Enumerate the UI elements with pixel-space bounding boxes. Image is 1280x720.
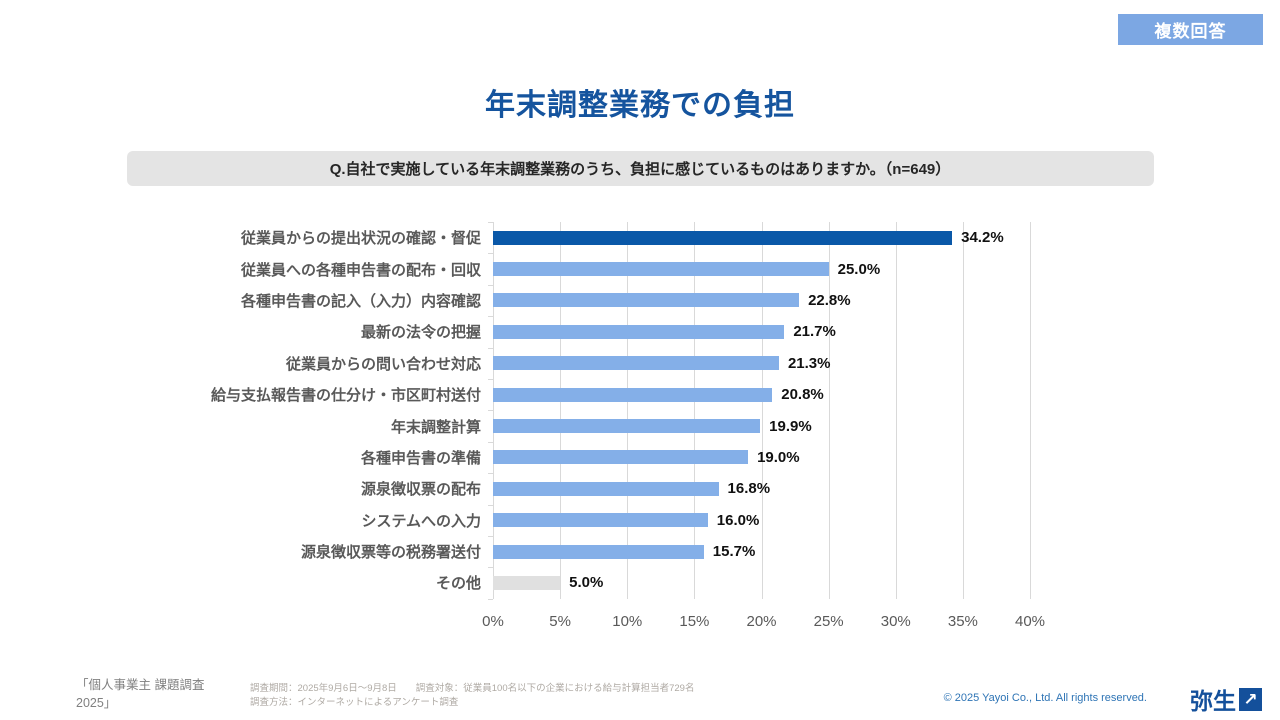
copyright-text: © 2025 Yayoi Co., Ltd. All rights reserv… — [943, 692, 1147, 704]
category-axis-tick — [488, 598, 493, 600]
survey-details-line1: 調査期間：2025年9月6日～9月8日 調査対象：従業員100名以下の企業におけ… — [250, 683, 695, 694]
gridline — [560, 222, 562, 599]
survey-source: 「個人事業主 課題調査 2025」 — [76, 678, 205, 711]
category-axis-tick — [488, 504, 493, 506]
footer: 「個人事業主 課題調査 2025」 調査期間：2025年9月6日～9月8日 調査… — [0, 666, 1280, 720]
bars: 34.2% 25.0% 22.8% 21.7% 21.3% 20.8% 19.9% 19.0%… — [493, 222, 1030, 599]
bar-row: 25.0% — [493, 253, 1030, 284]
category-labels: 従業員からの提出状況の確認・督促 従業員への各種申告書の配布・回収 各種申告書の記入… — [78, 222, 481, 599]
question-bar: Q.自社で実施している年末調整業務のうち、負担に感じているものはありますか。（n… — [126, 151, 1154, 186]
value-label: 21.3% — [787, 354, 831, 372]
category-label: 年末調整計算 — [390, 418, 481, 436]
bar — [493, 356, 779, 371]
category-label: 源泉徴収票の配布 — [360, 481, 481, 499]
bar — [493, 419, 761, 434]
value-label: 22.8% — [808, 291, 851, 309]
category-axis-tick — [488, 316, 493, 318]
gridline — [962, 222, 964, 599]
bar-row: 21.7% — [493, 316, 1030, 347]
multiple-answer-badge: 複数回答 — [1118, 14, 1263, 45]
category-label: 従業員からの提出状況の確認・督促 — [240, 230, 481, 248]
category-label: 各種申告書の記入（入力）内容確認 — [240, 292, 481, 310]
category-axis-tick — [488, 347, 493, 349]
gridline — [1030, 222, 1031, 599]
survey-details-line2: 調査方法：インターネットによるアンケート調査 — [250, 697, 459, 709]
category-axis-tick — [488, 536, 493, 537]
gridline — [493, 222, 494, 599]
x-axis-tick-label: 40% — [1014, 612, 1046, 630]
bar — [493, 387, 773, 402]
value-label: 15.7% — [712, 543, 756, 561]
value-label: 5.0% — [569, 574, 604, 592]
x-axis-tick-label: 10% — [612, 612, 643, 630]
x-axis-tick-label: 20% — [746, 612, 777, 630]
value-label: 16.0% — [716, 511, 760, 529]
gridline — [761, 222, 763, 599]
category-label: 各種申告書の準備 — [360, 449, 481, 467]
x-axis-tick-label: 25% — [813, 612, 844, 630]
category-label: 給与支払報告書の仕分け・市区町村送付 — [210, 387, 481, 405]
bar-row: 34.2% — [493, 222, 1030, 253]
bar — [493, 513, 708, 528]
category-label: 従業員への各種申告書の配布・回収 — [240, 261, 481, 279]
category-label: 従業員からの問い合わせ対応 — [285, 355, 481, 373]
value-label: 16.8% — [727, 480, 771, 498]
x-axis-tick-label: 30% — [880, 612, 911, 630]
category-label: 源泉徴収票等の税務署送付 — [300, 544, 481, 562]
gridline — [694, 222, 696, 599]
category-axis-tick — [488, 410, 493, 412]
bar-row: 15.7% — [493, 536, 1030, 567]
category-axis-tick — [488, 284, 493, 286]
bar-row: 16.0% — [493, 505, 1030, 536]
yayoi-logo-text: 弥生 — [1190, 688, 1236, 714]
category-axis-tick — [488, 567, 493, 569]
category-label: その他 — [435, 575, 481, 593]
category-axis-tick — [488, 441, 493, 443]
category-axis-tick — [488, 253, 493, 255]
category-axis-tick — [488, 222, 493, 223]
value-label: 19.9% — [769, 417, 812, 435]
value-label: 19.0% — [757, 448, 800, 466]
horizontal-bar-chart: 従業員からの提出状況の確認・督促 従業員への各種申告書の配布・回収 各種申告書の記入… — [78, 222, 1045, 641]
yayoi-arrow-icon: ↗ — [1239, 687, 1262, 711]
category-axis-tick — [488, 473, 493, 475]
bar-row: 22.8% — [493, 285, 1030, 316]
bar — [493, 544, 704, 559]
bar-row: 19.9% — [493, 410, 1030, 441]
x-axis: 0% 5% 10% 15% 20% 25% 30% 35% 40% — [482, 612, 1045, 641]
bar — [493, 324, 785, 339]
bar-row: 16.8% — [493, 473, 1030, 504]
bar — [493, 481, 719, 496]
page-title: 年末調整業務での負担 — [485, 89, 795, 122]
x-axis-tick-label: 0% — [482, 612, 504, 630]
bar-row: 5.0% — [493, 567, 1030, 598]
bar — [493, 230, 953, 245]
value-label: 34.2% — [961, 229, 1004, 247]
yayoi-logo: 弥生 ↗ — [1190, 682, 1262, 716]
category-label: システムへの入力 — [361, 512, 481, 530]
bar — [493, 450, 749, 465]
gridline — [627, 222, 629, 599]
bar-row: 21.3% — [493, 348, 1030, 379]
gridline — [895, 222, 897, 599]
bar — [493, 575, 561, 590]
category-axis-tick — [488, 379, 493, 380]
gridline — [828, 222, 830, 599]
value-label: 21.7% — [793, 323, 836, 341]
plot-area: 34.2% 25.0% 22.8% 21.7% 21.3% 20.8% 19.9% 19.0%… — [482, 222, 1045, 641]
bar-row: 19.0% — [493, 442, 1030, 473]
value-label: 25.0% — [837, 260, 881, 278]
bar — [493, 293, 800, 308]
x-axis-tick-label: 35% — [947, 612, 978, 630]
category-label: 最新の法令の把握 — [360, 324, 481, 342]
x-axis-tick-label: 15% — [679, 612, 710, 630]
bar-row: 20.8% — [493, 379, 1030, 410]
value-label: 20.8% — [781, 386, 824, 404]
survey-details: 調査期間：2025年9月6日～9月8日 調査対象：従業員100名以下の企業におけ… — [250, 682, 694, 711]
gridlines — [488, 222, 1031, 600]
x-axis-tick-label: 5% — [549, 612, 571, 630]
bar — [493, 262, 829, 277]
